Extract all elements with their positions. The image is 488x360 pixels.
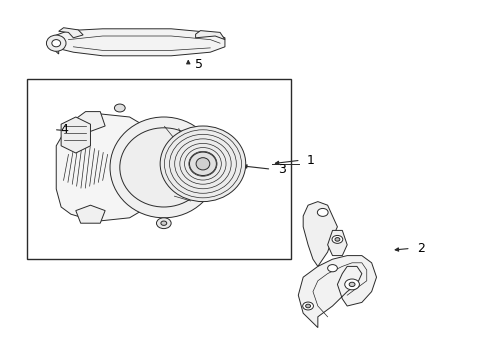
Ellipse shape (348, 282, 354, 287)
Polygon shape (195, 31, 224, 40)
Text: 1: 1 (306, 154, 314, 167)
Ellipse shape (334, 238, 339, 241)
Ellipse shape (305, 304, 310, 308)
Ellipse shape (110, 117, 217, 218)
Ellipse shape (156, 218, 171, 229)
Text: 3: 3 (277, 163, 285, 176)
Ellipse shape (344, 279, 359, 290)
Ellipse shape (302, 302, 313, 310)
Polygon shape (56, 113, 154, 221)
Bar (27, 79, 290, 259)
Polygon shape (327, 230, 346, 256)
Polygon shape (59, 28, 83, 38)
Ellipse shape (331, 235, 342, 243)
Text: 2: 2 (416, 242, 424, 255)
Ellipse shape (114, 104, 125, 112)
Polygon shape (61, 117, 90, 153)
Ellipse shape (317, 208, 327, 216)
Polygon shape (298, 256, 376, 328)
Text: 4: 4 (60, 123, 68, 136)
Polygon shape (76, 205, 105, 223)
Ellipse shape (120, 128, 207, 207)
Ellipse shape (46, 35, 66, 51)
Text: 5: 5 (194, 58, 202, 71)
Ellipse shape (161, 221, 166, 225)
Ellipse shape (52, 40, 61, 47)
Ellipse shape (189, 152, 216, 175)
Polygon shape (49, 29, 224, 56)
Ellipse shape (160, 126, 245, 202)
Ellipse shape (327, 265, 337, 272)
Polygon shape (76, 112, 105, 131)
Polygon shape (303, 202, 337, 266)
Ellipse shape (196, 158, 209, 170)
